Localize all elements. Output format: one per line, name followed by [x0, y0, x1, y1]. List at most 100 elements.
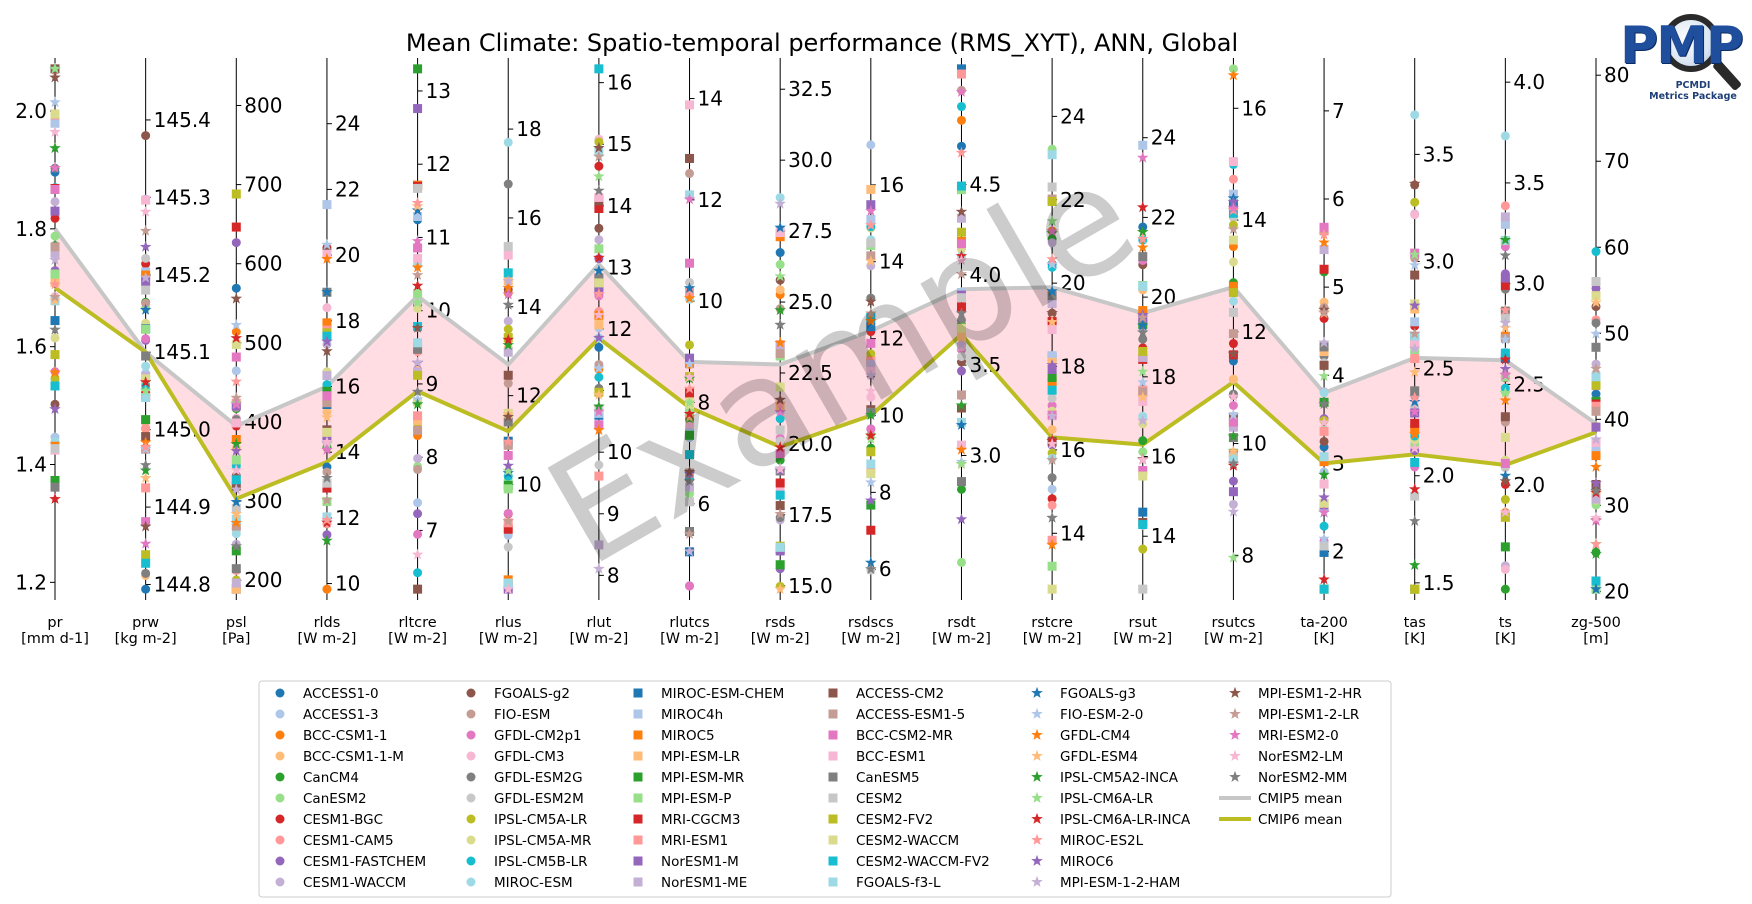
- model-marker-FIO-ESM: [141, 298, 151, 308]
- legend-entry-label: FGOALS-g2: [494, 686, 570, 702]
- model-marker-FIO-ESM-2-0: [593, 362, 605, 374]
- model-marker-FIO-ESM-2-0: [1227, 408, 1240, 420]
- model-marker-IPSL-CM6A-LR: [1499, 386, 1512, 398]
- mean-band-fill: [55, 228, 1596, 499]
- model-marker-CanESM5: [1410, 386, 1420, 396]
- model-marker-FGOALS-g3: [683, 282, 696, 293]
- model-marker-MPI-ESM-1-2-HAM: [955, 338, 968, 350]
- model-marker-CanESM2: [775, 260, 785, 270]
- legend-entry-label: CMIP5 mean: [1258, 791, 1342, 807]
- model-marker-CESM1-CAM5: [1228, 174, 1238, 184]
- model-marker-FGOALS-f3-L: [866, 459, 876, 469]
- model-marker-GFDL-CM4: [1318, 236, 1330, 248]
- legend-marker-swatch: [466, 688, 476, 698]
- model-marker-FGOALS-g3: [411, 204, 424, 216]
- model-marker-IPSL-CM6A-LR-INCA: [502, 333, 514, 345]
- model-marker-MIROC6: [139, 240, 152, 252]
- model-marker-GFDL-ESM2M: [141, 253, 151, 263]
- model-marker-MIROC4h: [50, 118, 60, 128]
- model-marker-ACCESS1-0: [141, 584, 151, 594]
- model-marker-NorESM1-ME: [1500, 212, 1510, 222]
- legend-entry-label: CESM2-WACCM: [856, 833, 959, 849]
- model-marker-FGOALS-f3-L: [413, 338, 423, 348]
- axis-tick-label: 25.0: [788, 290, 833, 314]
- model-marker-NorESM1-M: [50, 206, 60, 216]
- legend-entry-label: IPSL-CM5A-LR: [494, 812, 587, 828]
- axis-tick-label: 8: [698, 390, 711, 414]
- model-marker-IPSL-CM6A-LR: [1408, 248, 1421, 260]
- model-marker-MIROC4h: [1500, 219, 1510, 229]
- axis-name-label: psl: [226, 615, 247, 631]
- legend-entry-label: MPI-ESM1-2-LR: [1258, 707, 1359, 723]
- model-marker-CESM1-BGC: [1228, 339, 1238, 349]
- model-marker-FGOALS-g3: [955, 419, 968, 430]
- model-marker-MIROC-ESM: [503, 137, 513, 147]
- axis-tick-label: 4.0: [969, 263, 1001, 287]
- model-marker-MIROC-ESM: [1319, 388, 1329, 398]
- model-marker-GFDL-CM3: [322, 303, 332, 313]
- model-marker-MPI-ESM1-2-LR: [502, 515, 514, 527]
- model-marker-MPI-ESM-1-2-HAM: [1499, 316, 1512, 328]
- model-marker-CESM2-WACCM: [775, 382, 785, 392]
- model-marker-CanESM5: [141, 351, 151, 361]
- model-marker-GFDL-CM2p1: [503, 508, 513, 518]
- model-marker-BCC-CSM2-MR: [1319, 222, 1329, 232]
- axis-tick-label: 10: [879, 403, 904, 427]
- legend-marker-swatch: [466, 814, 476, 824]
- model-marker-MIROC-ES2L: [865, 219, 877, 231]
- model-marker-ACCESS-ESM1-5: [1228, 329, 1238, 339]
- model-marker-NorESM2-LM: [774, 463, 786, 474]
- legend-entry-label: MRI-ESM1: [661, 833, 728, 849]
- axis-name-label: rsds: [765, 615, 795, 631]
- model-marker-MPI-ESM1-2-LR: [321, 494, 333, 505]
- model-marker-CanCM4: [1500, 584, 1510, 594]
- model-marker-CESM2-WACCM: [1591, 291, 1601, 301]
- axis-tick-label: 80: [1604, 63, 1629, 87]
- model-marker-MPI-ESM-1-2-HAM: [1227, 505, 1240, 517]
- model-marker-CESM2-WACCM-FV2: [231, 475, 241, 485]
- model-marker-NorESM1-ME: [1138, 352, 1148, 362]
- model-marker-IPSL-CM6A-LR-INCA: [139, 376, 152, 388]
- legend-entry-label: IPSL-CM6A-LR: [1060, 791, 1153, 807]
- model-marker-GFDL-ESM4: [321, 411, 333, 423]
- axis-tick-label: 8: [426, 445, 439, 469]
- axis-unit-label: [W m-2]: [1023, 631, 1082, 647]
- cmip5-mean-line: [53, 227, 1598, 428]
- legend-entry-label: MIROC-ES2L: [1060, 833, 1144, 849]
- legend-marker-swatch: [466, 835, 476, 845]
- model-marker-MIROC-ESM: [1500, 131, 1510, 141]
- model-marker-ACCESS-CM2: [775, 501, 785, 511]
- model-marker-ACCESS-ESM1-5: [413, 425, 423, 435]
- model-marker-MIROC5: [1319, 457, 1329, 467]
- legend-entry-label: IPSL-CM5B-LR: [494, 854, 588, 870]
- model-marker-MPI-ESM-LR: [956, 331, 966, 341]
- model-marker-MRI-ESM2-0: [321, 443, 333, 455]
- model-marker-MPI-ESM-1-2-HAM: [1046, 409, 1058, 421]
- model-marker-GFDL-ESM4: [593, 388, 605, 400]
- model-marker-MRI-CGCM3: [322, 483, 332, 493]
- model-marker-CESM2: [141, 285, 151, 295]
- model-marker-NorESM1-M: [141, 277, 151, 287]
- model-marker-MIROC4h: [1138, 140, 1148, 150]
- model-marker-MPI-ESM-1-2-HAM: [230, 483, 243, 495]
- model-marker-CESM2-FV2: [1410, 584, 1420, 594]
- model-marker-GFDL-CM4: [1408, 428, 1421, 440]
- model-marker-BCC-ESM1: [1047, 324, 1057, 334]
- model-marker-NorESM2-LM: [1227, 390, 1240, 402]
- model-marker-IPSL-CM5A-LR: [1500, 495, 1510, 505]
- model-marker-NorESM2-MM: [683, 475, 696, 487]
- axis-tick-label: 14: [516, 295, 541, 319]
- model-marker-CESM2: [322, 478, 332, 488]
- model-marker-GFDL-ESM4: [1046, 315, 1058, 327]
- model-marker-GFDL-CM4: [1046, 538, 1058, 550]
- model-marker-MPI-ESM1-2-HR: [683, 465, 696, 477]
- model-marker-GFDL-CM2p1: [1228, 400, 1238, 410]
- model-marker-ACCESS1-0: [956, 141, 966, 151]
- axis-unit-label: [W m-2]: [1113, 631, 1172, 647]
- model-marker-MPI-ESM1-2-LR: [1318, 306, 1330, 318]
- model-marker-CESM1-CAM5: [1500, 201, 1510, 211]
- model-marker-MIROC-ESM: [1410, 110, 1420, 120]
- legend-entry-label: MIROC-ESM: [494, 875, 573, 891]
- model-marker-BCC-CSM2-MR: [685, 258, 695, 268]
- model-marker-CESM1-BGC: [50, 213, 60, 223]
